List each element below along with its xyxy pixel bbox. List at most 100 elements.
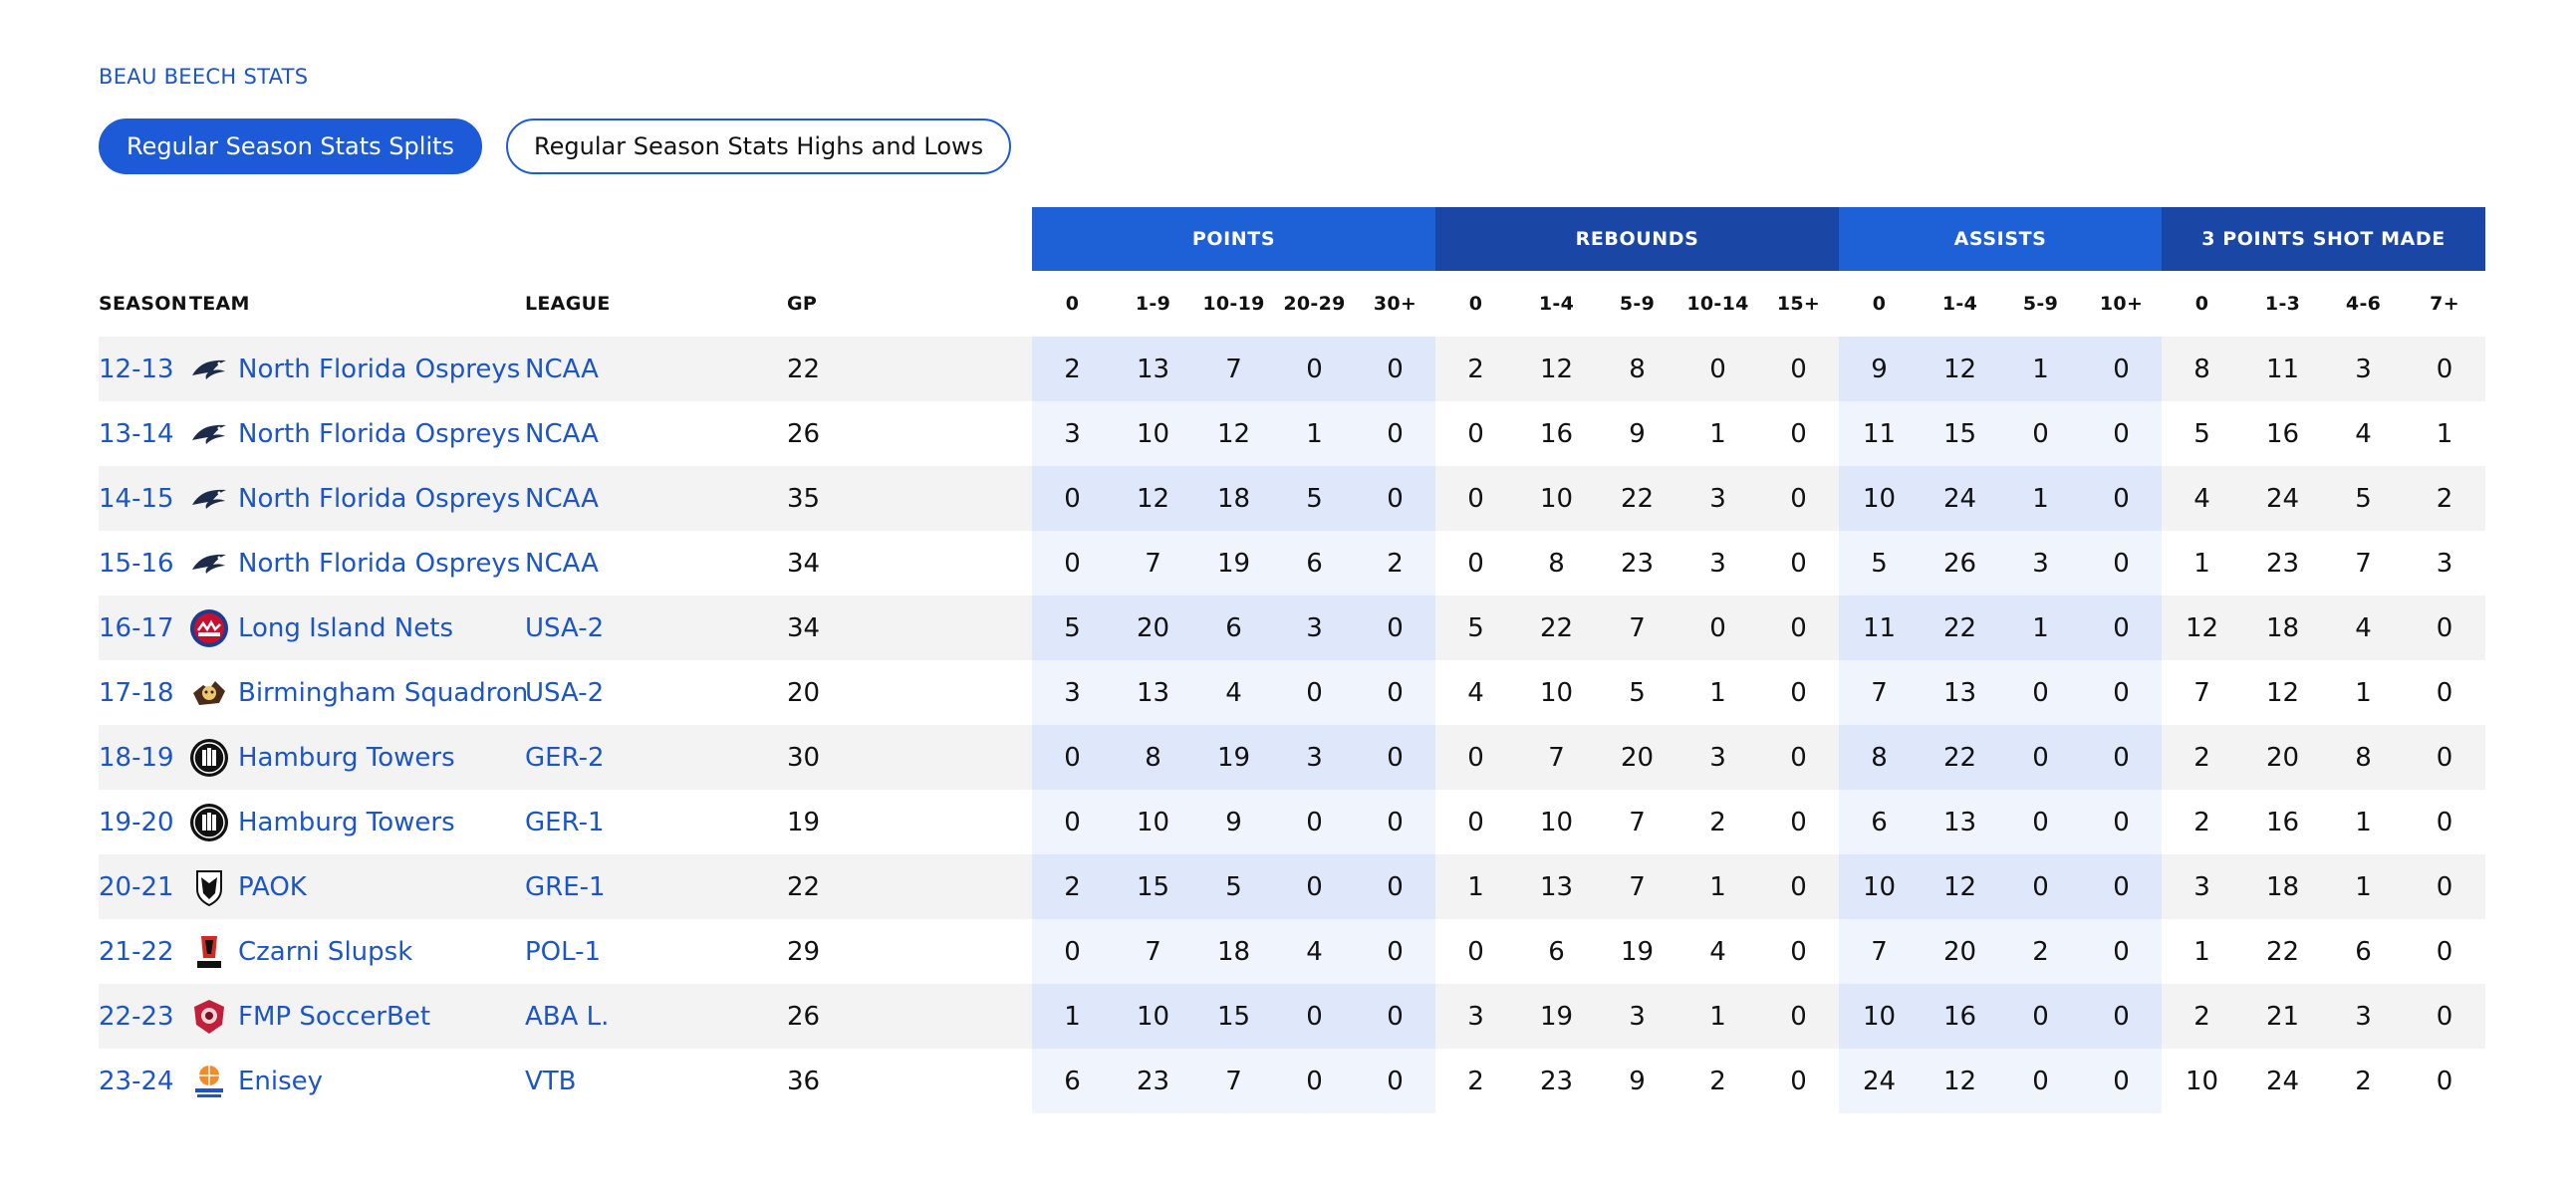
col-points-1[interactable]: 1-9 — [1135, 293, 1171, 315]
team-link[interactable]: North Florida Ospreys — [238, 483, 521, 514]
rebounds-split-cell: 9 — [1597, 1049, 1678, 1113]
league-link[interactable]: USA-2 — [525, 612, 605, 643]
team-link[interactable]: Hamburg Towers — [238, 742, 455, 773]
team-link-wrapper[interactable]: Czarni Slupsk — [189, 932, 525, 972]
team-link-wrapper[interactable]: North Florida Ospreys — [189, 479, 525, 519]
league-link[interactable]: NCAA — [525, 548, 599, 579]
assists-split-cell: 10 — [1839, 854, 1921, 919]
col-rebounds-2[interactable]: 5-9 — [1619, 293, 1656, 315]
col-three-0[interactable]: 0 — [2194, 293, 2209, 315]
season-link[interactable]: 12-13 — [99, 354, 174, 384]
season-link[interactable]: 20-21 — [99, 871, 174, 902]
team-link-wrapper[interactable]: PAOK — [189, 867, 525, 907]
col-three-1[interactable]: 1-3 — [2264, 293, 2301, 315]
season-link[interactable]: 18-19 — [99, 742, 174, 773]
three-split-cell: 7 — [2162, 660, 2243, 725]
league-link[interactable]: NCAA — [525, 418, 599, 449]
points-split-cell: 2 — [1032, 854, 1113, 919]
three-split-cell: 16 — [2242, 790, 2324, 854]
team-link-wrapper[interactable]: North Florida Ospreys — [189, 414, 525, 454]
league-link[interactable]: GRE-1 — [525, 871, 606, 902]
col-points-2[interactable]: 10-19 — [1202, 293, 1265, 315]
tab-regular-season-highs-lows[interactable]: Regular Season Stats Highs and Lows — [506, 119, 1012, 174]
tab-regular-season-splits[interactable]: Regular Season Stats Splits — [99, 119, 483, 174]
season-link[interactable]: 21-22 — [99, 936, 174, 967]
season-cell: 21-22 — [99, 919, 189, 984]
col-points-3[interactable]: 20-29 — [1283, 293, 1346, 315]
season-link[interactable]: 15-16 — [99, 548, 174, 579]
team-link[interactable]: North Florida Ospreys — [238, 548, 521, 579]
col-assists-0[interactable]: 0 — [1872, 293, 1887, 315]
team-link[interactable]: FMP SoccerBet — [238, 1001, 431, 1032]
col-assists-1[interactable]: 1-4 — [1941, 293, 1978, 315]
team-link[interactable]: Birmingham Squadron — [238, 677, 529, 708]
assists-split-cell: 0 — [2081, 854, 2163, 919]
points-split-cell: 8 — [1113, 725, 1193, 790]
rebounds-split-cell: 19 — [1597, 919, 1678, 984]
team-link-wrapper[interactable]: FMP SoccerBet — [189, 997, 525, 1037]
season-link[interactable]: 23-24 — [99, 1066, 174, 1096]
team-link[interactable]: Hamburg Towers — [238, 807, 455, 837]
three-split-cell: 3 — [2323, 337, 2405, 401]
col-rebounds-1[interactable]: 1-4 — [1538, 293, 1575, 315]
team-link-wrapper[interactable]: North Florida Ospreys — [189, 350, 525, 389]
team-link[interactable]: North Florida Ospreys — [238, 418, 521, 449]
rebounds-split-cell: 12 — [1516, 337, 1598, 401]
league-link[interactable]: VTB — [525, 1066, 577, 1096]
col-season[interactable]: SEASON — [99, 293, 187, 315]
team-link-wrapper[interactable]: Long Island Nets — [189, 608, 525, 648]
col-points-0[interactable]: 0 — [1065, 293, 1080, 315]
three-split-cell: 3 — [2323, 984, 2405, 1049]
team-link-wrapper[interactable]: Birmingham Squadron — [189, 673, 529, 713]
col-three-2[interactable]: 4-6 — [2345, 293, 2382, 315]
league-link[interactable]: POL-1 — [525, 936, 602, 967]
three-split-cell: 1 — [2404, 401, 2486, 466]
table-row: 18-19 Hamburg Towers GER-2 30 0 8 19 3 0 0 7 20 3 0 8 2… — [99, 725, 2486, 790]
col-rebounds-4[interactable]: 15+ — [1776, 293, 1821, 315]
season-link[interactable]: 13-14 — [99, 418, 174, 449]
team-link[interactable]: North Florida Ospreys — [238, 354, 521, 384]
col-assists-2[interactable]: 5-9 — [2022, 293, 2059, 315]
league-link[interactable]: GER-2 — [525, 742, 605, 773]
three-split-cell: 1 — [2162, 531, 2243, 596]
rebounds-split-cell: 8 — [1516, 531, 1598, 596]
team-link[interactable]: Czarni Slupsk — [238, 936, 413, 967]
team-link-wrapper[interactable]: North Florida Ospreys — [189, 544, 525, 584]
three-split-cell: 7 — [2323, 531, 2405, 596]
league-link[interactable]: ABA L. — [525, 1001, 610, 1032]
col-points-4[interactable]: 30+ — [1373, 293, 1417, 315]
league-link[interactable]: NCAA — [525, 483, 599, 514]
assists-split-cell: 0 — [2081, 337, 2163, 401]
season-link[interactable]: 19-20 — [99, 807, 174, 837]
assists-split-cell: 10 — [1839, 984, 1921, 1049]
assists-split-cell: 1 — [2000, 337, 2082, 401]
col-league[interactable]: LEAGUE — [525, 293, 611, 315]
season-link[interactable]: 17-18 — [99, 677, 174, 708]
season-link[interactable]: 16-17 — [99, 612, 174, 643]
team-link[interactable]: Long Island Nets — [238, 612, 453, 643]
points-split-cell: 0 — [1274, 984, 1355, 1049]
league-link[interactable]: USA-2 — [525, 677, 605, 708]
team-link-wrapper[interactable]: Hamburg Towers — [189, 738, 525, 778]
breadcrumb[interactable]: BEAU BEECH STATS — [99, 65, 309, 89]
team-cell: North Florida Ospreys — [189, 531, 525, 596]
team-link-wrapper[interactable]: Enisey — [189, 1062, 525, 1101]
team-link[interactable]: PAOK — [238, 871, 307, 902]
rebounds-split-cell: 0 — [1758, 790, 1840, 854]
col-team[interactable]: TEAM — [189, 293, 250, 315]
team-link[interactable]: Enisey — [238, 1066, 324, 1096]
col-rebounds-3[interactable]: 10-14 — [1686, 293, 1749, 315]
col-rebounds-0[interactable]: 0 — [1468, 293, 1483, 315]
league-link[interactable]: NCAA — [525, 354, 599, 384]
rebounds-split-cell: 22 — [1597, 466, 1678, 531]
three-split-cell: 21 — [2242, 984, 2324, 1049]
team-link-wrapper[interactable]: Hamburg Towers — [189, 803, 525, 842]
season-link[interactable]: 22-23 — [99, 1001, 174, 1032]
season-link[interactable]: 14-15 — [99, 483, 174, 514]
rebounds-split-cell: 1 — [1677, 854, 1759, 919]
col-three-3[interactable]: 7+ — [2430, 293, 2459, 315]
assists-split-cell: 26 — [1920, 531, 2001, 596]
col-assists-3[interactable]: 10+ — [2099, 293, 2144, 315]
col-gp[interactable]: GP — [787, 293, 818, 315]
league-link[interactable]: GER-1 — [525, 807, 605, 837]
